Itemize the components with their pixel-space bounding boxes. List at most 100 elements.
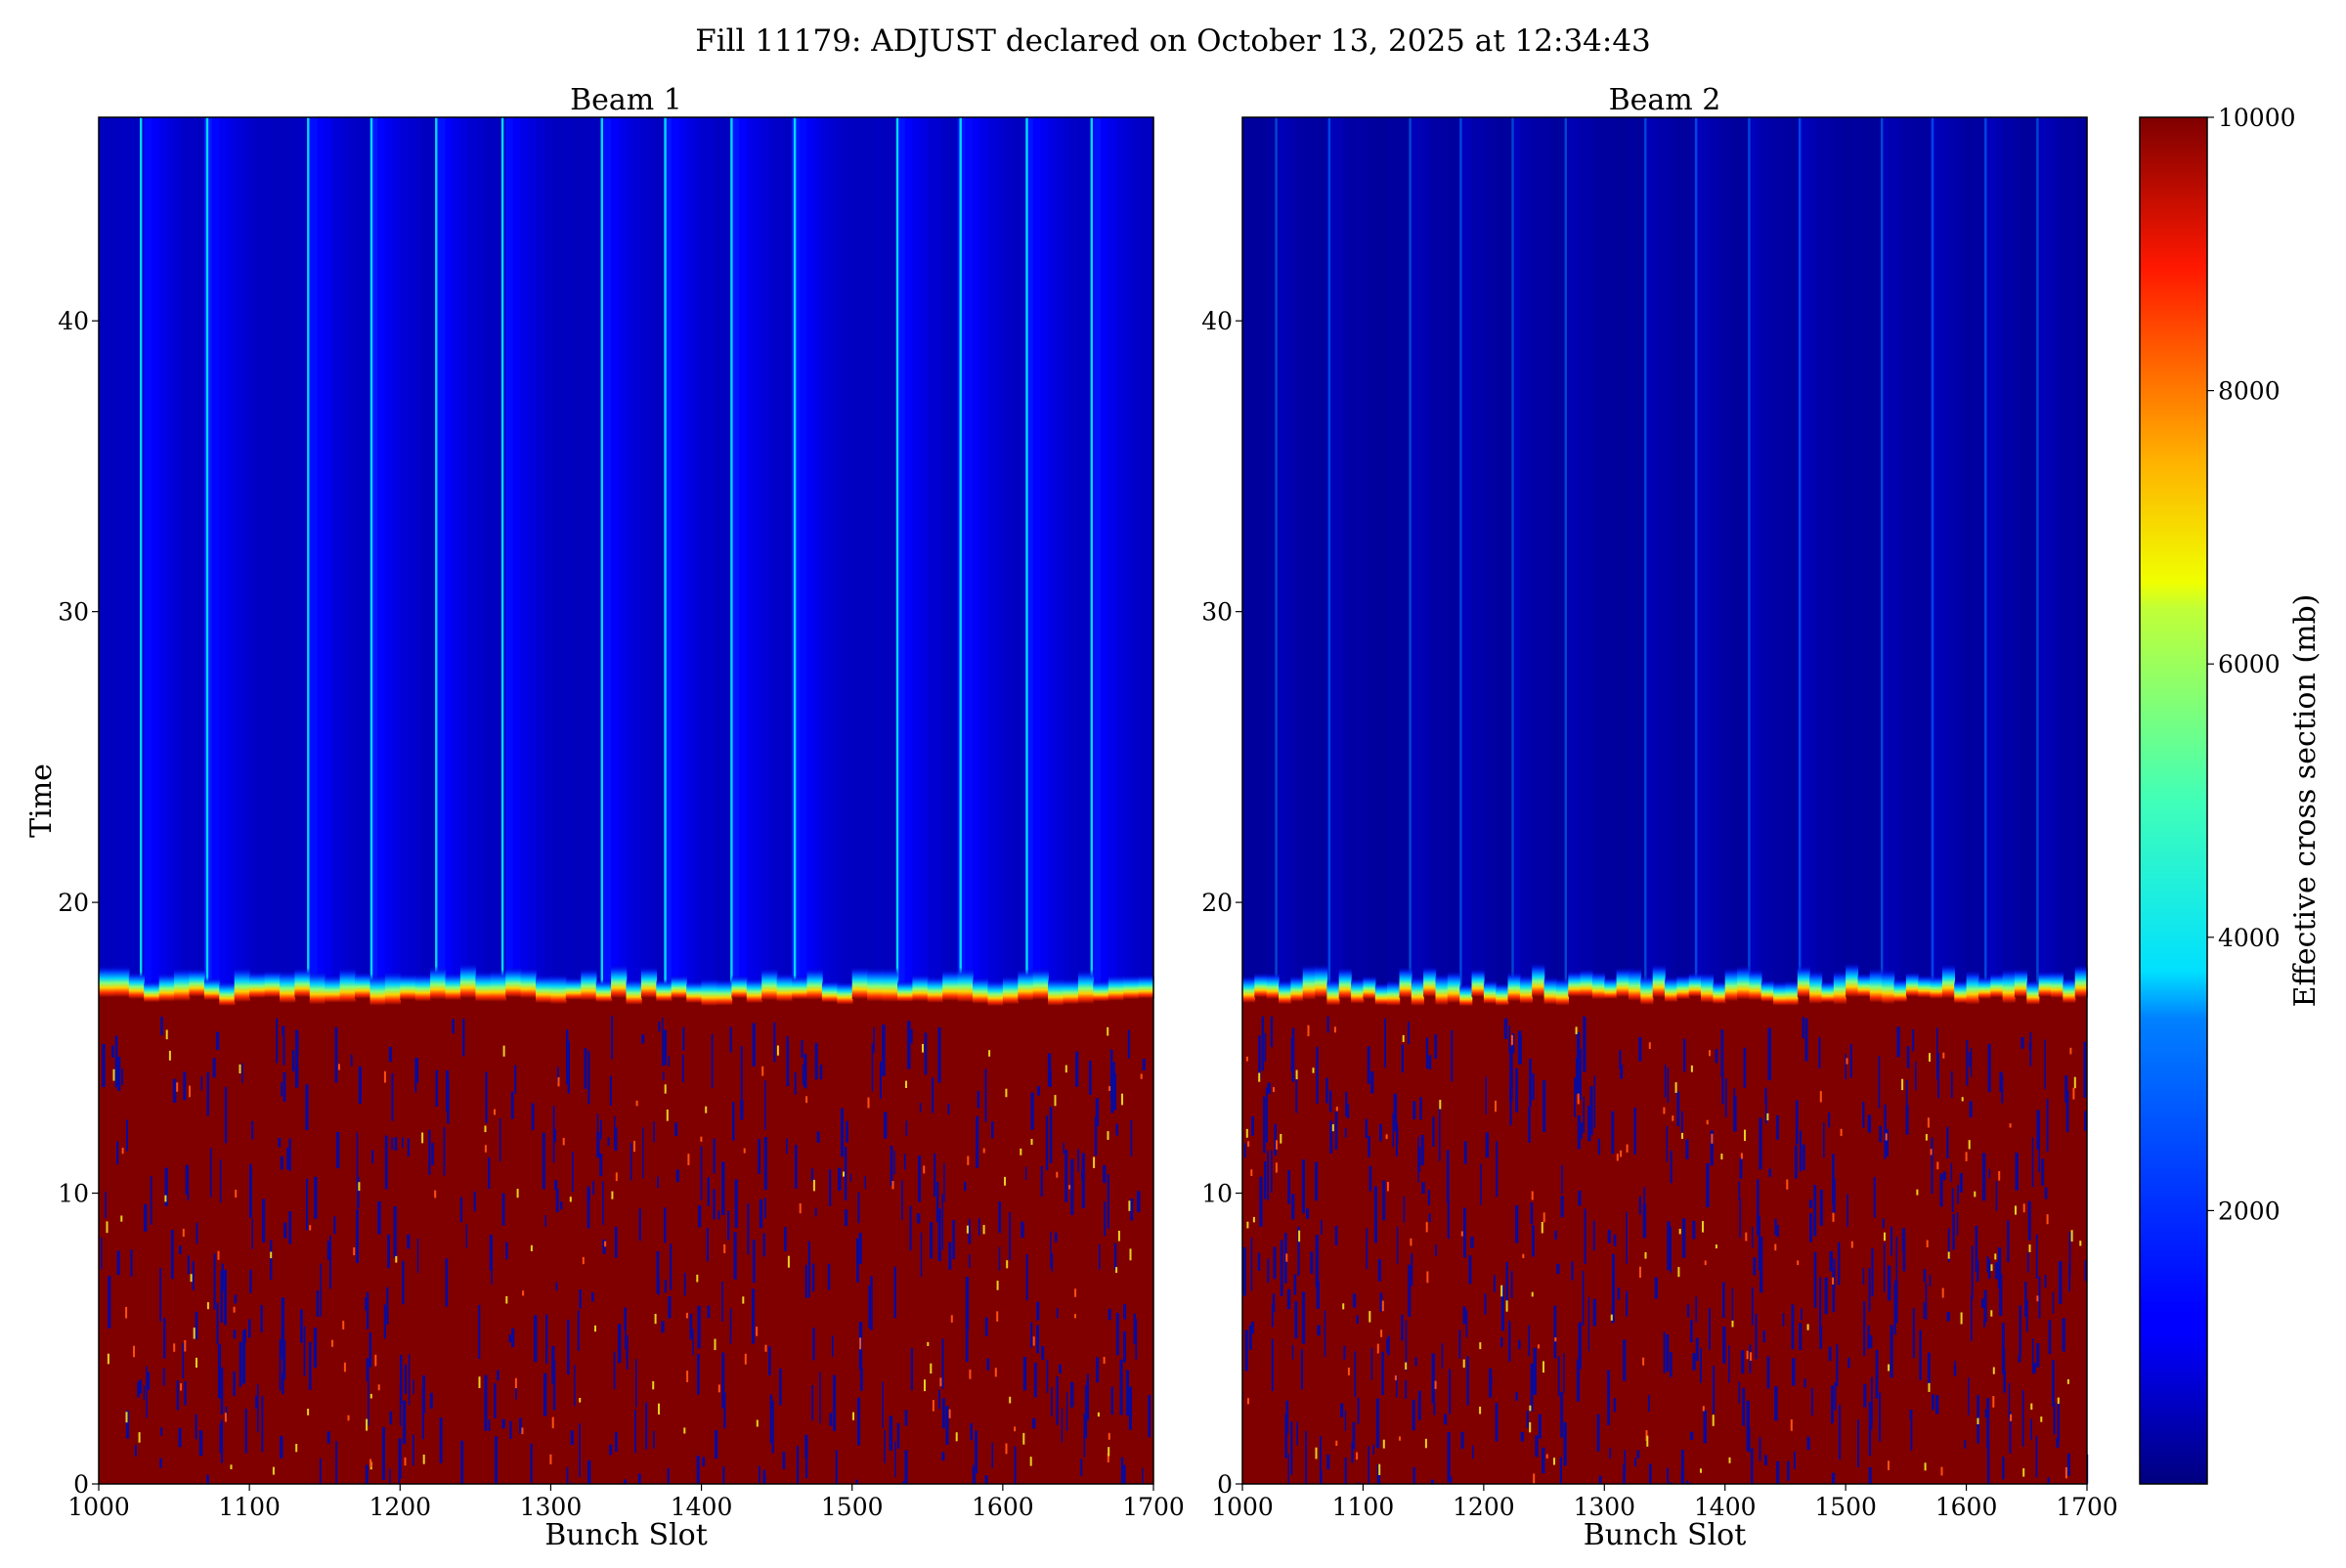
y-tick-label: 10 [1201,1180,1233,1208]
heatmap-streak [1803,1017,1804,1038]
heatmap-streak [130,1249,132,1277]
heatmap-streak [985,1068,987,1121]
heatmap-streak [1096,1098,1099,1126]
heatmap-speck [1942,1288,1944,1298]
heatmap-streak [1542,1448,1544,1473]
heatmap-cell [1078,117,1086,995]
heatmap-streak [773,1023,775,1063]
bunch-train-line [730,117,732,995]
heatmap-speck [1463,1360,1465,1368]
heatmap-cell [814,117,822,995]
heatmap-streak [942,1195,944,1250]
heatmap-speck [1405,1363,1407,1371]
heatmap-cell [1912,117,1919,995]
heatmap-speck [843,1172,845,1177]
heatmap-speck [1246,1129,1248,1138]
heatmap-cell [196,117,204,995]
heatmap-speck [1386,1134,1388,1139]
x-tick-label: 1200 [369,1493,431,1521]
heatmap-streak [1418,1391,1421,1420]
heatmap-streak [484,1375,487,1431]
heatmap-streak [1401,1315,1403,1341]
heatmap-upper-region [1242,117,2088,995]
heatmap-transition-cell [1351,979,1364,1004]
heatmap-transition-cell [370,975,386,1006]
heatmap-cell [1248,117,1255,995]
heatmap-streak [1968,1377,1970,1416]
heatmap-cell [227,117,235,995]
heatmap-streak [857,1193,859,1224]
heatmap-streak [1287,1289,1290,1309]
heatmap-speck [967,1226,969,1234]
heatmap-streak [1148,1395,1151,1437]
y-tick-label: 20 [1201,889,1233,917]
heatmap-streak [1581,1122,1583,1139]
heatmap-speck [1108,1433,1110,1440]
y-tick-label: 30 [1201,598,1233,627]
heatmap-streak [812,1264,814,1292]
heatmap-speck [1399,1436,1401,1440]
heatmap-streak [1411,1253,1412,1286]
heatmap-streak [1839,1405,1841,1459]
heatmap-streak [2038,1117,2040,1172]
heatmap-transition-cell [491,970,506,1002]
heatmap-streak [657,1177,659,1189]
heatmap-transition-cell [310,971,326,1004]
heatmap-streak [2048,1477,2050,1484]
heatmap-speck [2036,1295,2038,1301]
heatmap-transition-cell [1640,976,1653,1005]
heatmap-cell [619,117,627,995]
heatmap-streak [545,1315,547,1364]
bunch-train-line [1748,117,1750,995]
heatmap-streak [1623,1464,1626,1484]
heatmap-speck [1741,1154,1743,1159]
heatmap-cell [528,117,536,995]
heatmap-streak [460,1441,463,1484]
heatmap-streak [1329,1090,1332,1111]
heatmap-speck [1645,1252,1647,1259]
heatmap-streak [282,1035,284,1066]
heatmap-streak [638,1474,641,1485]
bunch-train-line [1091,117,1093,995]
heatmap-transition-cell [1653,964,1666,997]
heatmap-transition-cell [611,965,627,998]
heatmap-transition-cell [731,975,747,998]
heatmap-streak [556,1189,559,1212]
heatmap-streak [278,1138,281,1147]
heatmap-streak [658,1022,660,1031]
heatmap-cell [1429,117,1436,995]
heatmap-speck [997,1281,999,1290]
heatmap-speck [1901,1079,1903,1090]
heatmap-cell [400,117,408,995]
heatmap-streak [978,1091,980,1108]
heatmap-speck [1649,1042,1651,1049]
heatmap-streak [1725,1078,1727,1117]
heatmap-streak [760,1199,762,1228]
heatmap-speck [1916,1190,1918,1196]
heatmap-speck [395,1256,397,1263]
x-tick-label: 1600 [1935,1493,1998,1521]
heatmap-cell [942,117,950,995]
heatmap-speck [370,1394,372,1399]
heatmap-streak [1879,1056,1881,1109]
heatmap-streak [1025,1167,1027,1180]
heatmap-transition-cell [550,975,566,1005]
heatmap-streak [1527,1411,1529,1428]
heatmap-speck [1791,1419,1793,1431]
heatmap-streak [615,1227,618,1258]
heatmap-streak [969,1254,971,1268]
heatmap-streak [2058,1402,2061,1442]
heatmap-cell [2015,117,2021,995]
heatmap-cell [1967,117,1974,995]
heatmap-transition-cell [190,968,205,996]
heatmap-streak [600,1120,602,1140]
heatmap-streak [306,1179,308,1231]
heatmap-speck [1383,1440,1385,1449]
heatmap-streak [1585,1208,1586,1264]
heatmap-speck [1542,1361,1544,1372]
heatmap-streak [1879,1394,1881,1431]
heatmap-cell [513,117,521,995]
heatmap-streak [753,1240,756,1283]
heatmap-speck [1720,1154,1722,1159]
heatmap-speck [686,1371,688,1382]
